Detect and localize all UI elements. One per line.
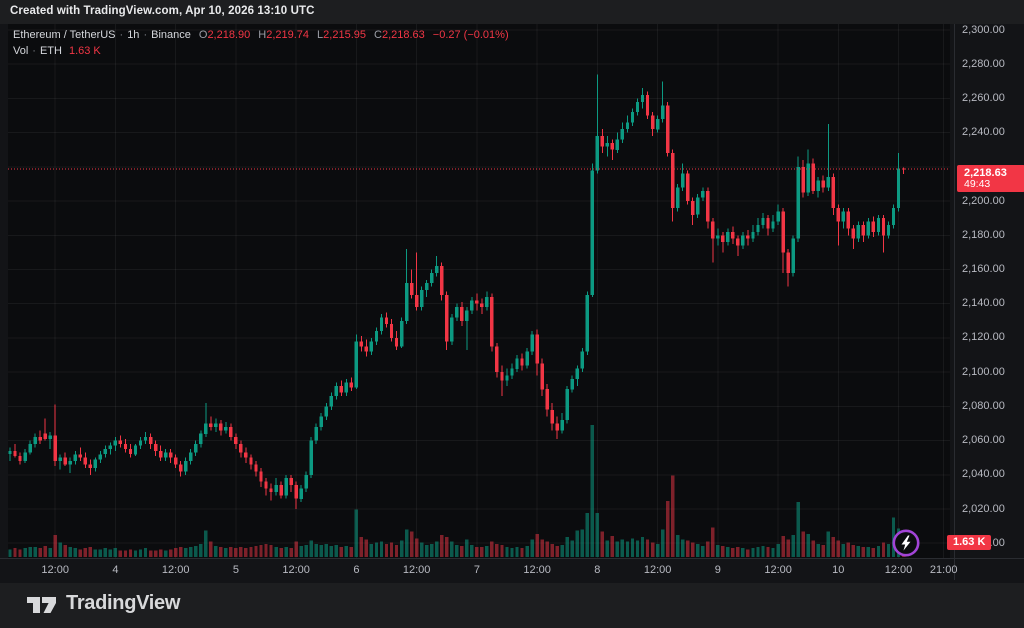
price-axis-label: 2,160.00 bbox=[962, 263, 1005, 275]
time-axis-label: 21:00 bbox=[929, 564, 958, 576]
vol-label: Vol bbox=[13, 45, 29, 57]
time-axis-label: 7 bbox=[473, 564, 480, 576]
price-axis-label: 2,040.00 bbox=[962, 468, 1005, 481]
interval-label[interactable]: 1h bbox=[127, 29, 140, 41]
legend-row-main: Ethereum / TetherUS · 1h · Binance O2,218.90 H… bbox=[13, 28, 509, 42]
footer: TradingView bbox=[0, 583, 1024, 628]
created-with-text: Created with TradingView.com, Apr 10, 20… bbox=[10, 5, 315, 17]
low-letter: L bbox=[317, 29, 324, 41]
candlestick-chart[interactable] bbox=[0, 24, 1024, 583]
time-axis-label: 12:00 bbox=[41, 564, 69, 576]
separator: · bbox=[32, 45, 36, 57]
price-axis-label: 2,120.00 bbox=[962, 331, 1005, 344]
legend-row-volume: Vol · ETH 1.63 K bbox=[13, 44, 509, 58]
time-axis-label: 12:00 bbox=[282, 564, 310, 576]
price-axis-label: 2,060.00 bbox=[962, 434, 1005, 447]
brand-text: TradingView bbox=[66, 592, 181, 614]
price-axis-label: 2,140.00 bbox=[962, 297, 1005, 310]
time-axis-label: 12:00 bbox=[161, 564, 190, 576]
time-axis-label: 4 bbox=[112, 564, 119, 576]
chart-legend: Ethereum / TetherUS · 1h · Binance O2,218.90 H… bbox=[13, 28, 509, 58]
flash-boost-icon[interactable] bbox=[889, 526, 923, 560]
change-value: −0.27 (−0.01%) bbox=[432, 29, 509, 41]
open-letter: O bbox=[198, 29, 208, 41]
last-price-badge: 2,218.63 49:43 bbox=[957, 165, 1024, 193]
close-letter: C bbox=[374, 29, 382, 41]
separator: · bbox=[119, 29, 124, 41]
time-axis-label: 12:00 bbox=[884, 564, 913, 576]
bar-countdown: 49:43 bbox=[964, 178, 991, 191]
price-axis-label: 2,080.00 bbox=[962, 399, 1005, 412]
high-letter: H bbox=[258, 29, 267, 41]
vol-symbol: ETH bbox=[39, 45, 62, 57]
price-axis-label: 2,260.00 bbox=[962, 91, 1005, 104]
time-axis-label: 6 bbox=[353, 564, 360, 576]
chart-widget: Ethereum / TetherUS · 1h · Binance O2,218.90 H… bbox=[0, 24, 1024, 583]
price-axis-label: 2,100.00 bbox=[962, 365, 1005, 378]
last-price-value: 2,218.63 bbox=[964, 167, 1007, 180]
time-axis-label: 9 bbox=[714, 564, 721, 576]
time-axis-label: 8 bbox=[594, 564, 601, 576]
price-axis-label: 2,200.00 bbox=[962, 194, 1005, 207]
time-axis-label: 12:00 bbox=[764, 564, 792, 576]
price-axis-label: 2,240.00 bbox=[962, 126, 1005, 139]
watermark-bar: Created with TradingView.com, Apr 10, 20… bbox=[0, 0, 1024, 24]
time-axis-label: 12:00 bbox=[402, 564, 431, 576]
time-axis-label: 10 bbox=[832, 564, 845, 576]
close-value: 2,218.63 bbox=[381, 29, 425, 41]
price-axis-label: 2,020.00 bbox=[962, 502, 1005, 515]
lightning-bolt-icon bbox=[901, 535, 911, 551]
high-value: 2,219.74 bbox=[266, 29, 310, 41]
exchange-label: Binance bbox=[151, 29, 191, 41]
tradingview-mark-icon bbox=[27, 596, 56, 613]
price-axis-label: 2,180.00 bbox=[962, 228, 1005, 241]
price-axis-label: 2,300.00 bbox=[962, 23, 1005, 36]
low-value: 2,215.95 bbox=[323, 29, 366, 41]
tradingview-logo[interactable]: TradingView bbox=[27, 592, 180, 615]
separator: · bbox=[143, 29, 148, 41]
volume-badge: 1.63 K bbox=[947, 535, 992, 550]
time-axis-label: 12:00 bbox=[523, 564, 551, 576]
open-value: 2,218.90 bbox=[207, 29, 251, 41]
vol-value: 1.63 K bbox=[68, 45, 101, 57]
time-axis-label: 12:00 bbox=[643, 564, 672, 576]
time-axis-label: 5 bbox=[232, 564, 239, 576]
price-axis-label: 2,280.00 bbox=[962, 57, 1005, 70]
symbol-name[interactable]: Ethereum / TetherUS bbox=[13, 29, 116, 41]
